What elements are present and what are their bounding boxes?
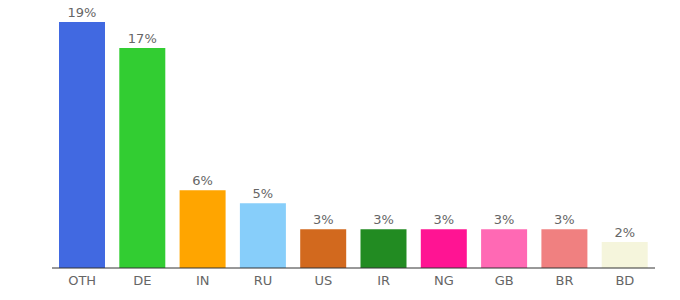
svg-text:3%: 3% <box>373 212 394 227</box>
svg-text:2%: 2% <box>614 225 635 240</box>
svg-text:DE: DE <box>133 273 151 288</box>
svg-text:6%: 6% <box>192 173 213 188</box>
svg-text:US: US <box>314 273 332 288</box>
svg-text:3%: 3% <box>494 212 515 227</box>
svg-text:3%: 3% <box>554 212 575 227</box>
svg-text:IN: IN <box>196 273 210 288</box>
svg-text:RU: RU <box>254 273 273 288</box>
svg-text:IR: IR <box>377 273 390 288</box>
svg-text:BR: BR <box>556 273 574 288</box>
svg-text:GB: GB <box>495 273 514 288</box>
svg-text:BD: BD <box>615 273 634 288</box>
svg-text:NG: NG <box>434 273 454 288</box>
svg-text:3%: 3% <box>433 212 454 227</box>
svg-text:3%: 3% <box>313 212 334 227</box>
svg-text:19%: 19% <box>68 5 97 20</box>
svg-text:5%: 5% <box>253 186 274 201</box>
svg-text:OTH: OTH <box>68 273 96 288</box>
svg-text:17%: 17% <box>128 31 157 46</box>
